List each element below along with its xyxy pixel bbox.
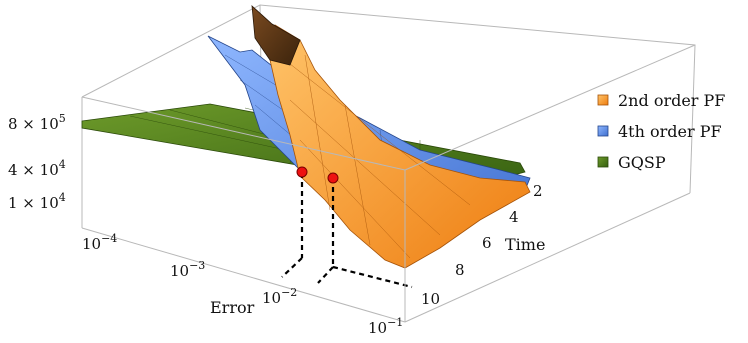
x-axis-ticks: 10−4 10−3 10−2 10−1 xyxy=(82,232,403,337)
y-tick-label: 6 xyxy=(482,234,492,252)
y-axis-ticks: 2 4 6 8 10 xyxy=(421,182,543,308)
x-tick-label: 10−3 xyxy=(170,259,205,280)
series-2nd-order-surface xyxy=(251,5,531,269)
x-tick-label: 10−2 xyxy=(262,286,297,307)
legend-item: GQSP xyxy=(597,153,666,172)
y-tick-label: 2 xyxy=(533,182,543,200)
legend-swatch-green xyxy=(597,156,609,168)
x-axis-label: Error xyxy=(210,298,255,317)
y-tick-label: 4 xyxy=(509,208,519,226)
z-axis-ticks: 8 × 105 4 × 104 1 × 104 xyxy=(8,112,66,212)
x-tick-label: 10−1 xyxy=(368,316,403,337)
legend-swatch-blue xyxy=(597,125,609,137)
crossover-droplines xyxy=(281,173,413,289)
z-tick-label: 8 × 105 xyxy=(8,112,66,133)
legend-label: 2nd order PF xyxy=(618,91,725,110)
legend-swatch-orange xyxy=(597,94,609,106)
z-tick-label: 4 × 104 xyxy=(8,158,66,179)
y-tick-label: 10 xyxy=(421,290,440,308)
legend: 2nd order PF 4th order PF GQSP xyxy=(597,91,725,172)
z-tick-label: 1 × 104 xyxy=(8,191,66,212)
box-front-edges xyxy=(81,44,696,323)
legend-item: 2nd order PF xyxy=(597,91,725,110)
legend-label: GQSP xyxy=(618,153,666,172)
legend-item: 4th order PF xyxy=(597,122,722,141)
legend-label: 4th order PF xyxy=(618,122,722,141)
y-tick-label: 8 xyxy=(455,261,465,279)
y-axis-label: Time xyxy=(505,235,545,254)
crossover-marker-gqsp-4th xyxy=(296,166,308,178)
x-tick-label: 10−4 xyxy=(82,232,117,253)
crossover-marker-gqsp-2nd xyxy=(327,172,339,184)
